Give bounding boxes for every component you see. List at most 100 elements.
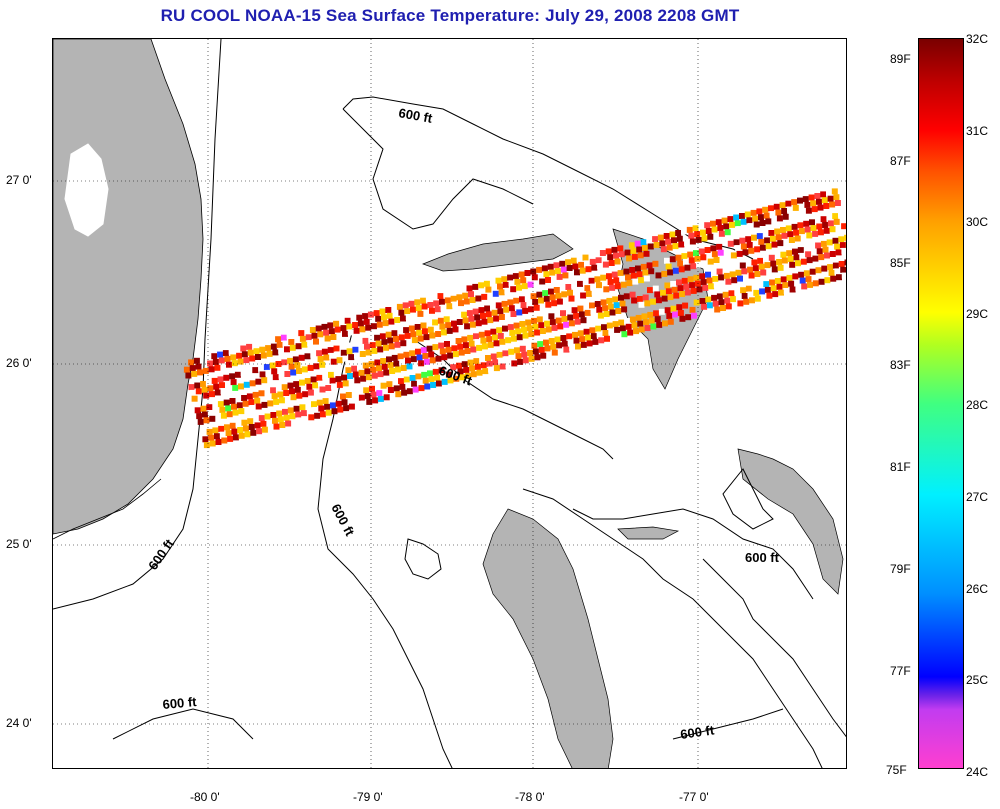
sst-pixel [461, 361, 468, 368]
sst-pixel [527, 350, 534, 356]
sst-pixel [232, 434, 239, 441]
sst-pixel [746, 242, 753, 248]
sst-pixel [397, 353, 404, 360]
sst-pixel [209, 440, 216, 447]
sst-pixel [362, 362, 369, 369]
sst-pixel [664, 307, 671, 314]
sst-pixel [377, 346, 384, 353]
sst-pixel [278, 397, 285, 404]
sst-pixel [683, 283, 690, 290]
sst-pixel [241, 351, 248, 358]
sst-pixel [289, 388, 295, 395]
sst-pixel [416, 329, 423, 336]
sst-pixel [816, 198, 822, 205]
sst-pixel [467, 334, 474, 341]
sst-pixel [597, 263, 604, 270]
sst-pixel [512, 273, 519, 280]
sst-pixel [393, 360, 400, 367]
sst-pixel [202, 436, 209, 443]
sst-pixel [627, 329, 634, 336]
sst-pixel [196, 413, 203, 420]
sst-pixel [435, 331, 442, 337]
sst-pixel [700, 279, 707, 286]
sst-pixel [429, 307, 435, 314]
sst-pixel [636, 246, 643, 253]
sst-pixel [292, 331, 299, 338]
sst-pixel [228, 348, 235, 355]
sst-pixel [340, 325, 347, 332]
sst-pixel [505, 362, 512, 368]
sst-pixel [635, 265, 641, 272]
sst-pixel [270, 387, 277, 394]
sst-pixel [832, 262, 839, 269]
sst-pixel [501, 300, 508, 307]
sst-pixel [786, 250, 793, 257]
sst-pixel [364, 368, 371, 375]
sst-pixel [780, 276, 787, 283]
sst-pixel [261, 377, 268, 384]
sst-pixel [633, 328, 639, 335]
sst-pixel [758, 214, 764, 221]
sst-pixel [624, 318, 631, 324]
sst-pixel [594, 276, 601, 283]
sst-pixel [363, 387, 370, 394]
sst-pixel [516, 309, 523, 316]
sst-pixel [440, 304, 447, 311]
sst-pixel [429, 357, 436, 364]
sst-pixel [404, 308, 411, 315]
sst-pixel [527, 281, 534, 288]
sst-pixel [543, 295, 550, 302]
sst-pixel [570, 257, 577, 264]
sst-pixel [515, 328, 522, 335]
contour-label: 600 ft [162, 694, 198, 712]
sst-pixel [688, 257, 695, 264]
sst-pixel [195, 388, 202, 395]
sst-pixel [764, 286, 771, 293]
sst-pixel [548, 288, 554, 295]
sst-pixel [665, 263, 672, 270]
sst-pixel [728, 290, 735, 297]
sst-pixel [771, 266, 778, 273]
sst-pixel [238, 408, 245, 415]
sst-pixel [206, 404, 213, 411]
sst-pixel [797, 247, 804, 254]
sst-pixel [637, 320, 644, 327]
sst-pixel [421, 371, 428, 378]
sst-pixel [544, 320, 551, 327]
sst-pixel [379, 333, 386, 340]
sst-pixel [638, 326, 645, 333]
sst-pixel [580, 317, 587, 324]
sst-pixel [499, 363, 506, 370]
sst-pixel [762, 206, 769, 213]
sst-pixel [263, 364, 270, 371]
sst-pixel [681, 277, 688, 284]
sst-pixel [831, 188, 838, 195]
sst-pixel [299, 404, 306, 411]
sst-pixel [776, 283, 783, 290]
sst-pixel [447, 352, 454, 359]
sst-pixel [788, 280, 795, 287]
sst-pixel [435, 355, 442, 362]
sst-pixel [771, 241, 778, 248]
sst-pixel [764, 237, 771, 244]
sst-pixel [665, 288, 672, 295]
sst-pixel [611, 271, 618, 278]
sst-pixel [259, 371, 266, 378]
sst-pixel [524, 294, 531, 301]
sst-pixel [212, 359, 219, 365]
sst-pixel [654, 316, 661, 323]
sst-pixel [420, 322, 427, 329]
sst-pixel [536, 266, 543, 273]
sst-pixel [243, 425, 249, 432]
sst-pixel [532, 323, 539, 330]
sst-pixel [348, 403, 355, 410]
sst-pixel [290, 394, 297, 401]
sst-pixel [707, 258, 714, 265]
sst-pixel [353, 396, 360, 403]
sst-pixel [613, 252, 619, 259]
sst-pixel [589, 302, 595, 309]
sst-map[interactable]: 600 ft 600 ft 600 ft 600 ft 600 ft 600 f… [52, 38, 847, 769]
y-tick-label: 26 0' [6, 356, 32, 370]
sst-pixel [220, 388, 227, 394]
sst-pixel [780, 251, 787, 258]
